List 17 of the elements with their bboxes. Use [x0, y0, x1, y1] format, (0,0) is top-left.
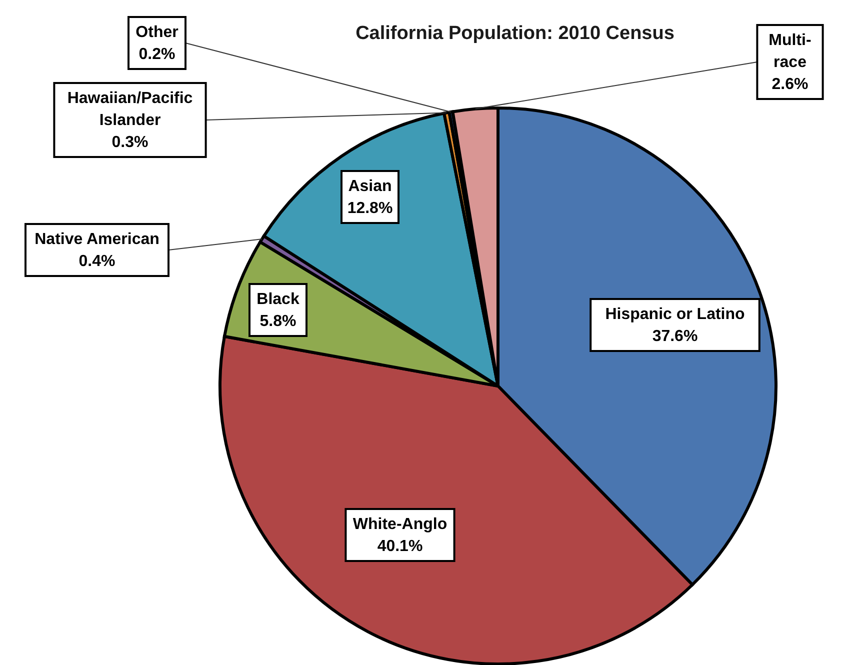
slice-label: Asian: [348, 178, 392, 195]
chart-title: California Population: 2010 Census: [356, 23, 674, 44]
slice-label: Native American: [34, 231, 160, 248]
data-label: 0.3%: [112, 134, 148, 151]
slice-label: Hispanic or Latino: [605, 306, 746, 323]
data-label: 0.4%: [78, 253, 116, 270]
slice-label: White-Anglo: [352, 516, 448, 533]
slice-label: Multi-race: [768, 32, 812, 71]
data-label: 37.6%: [652, 328, 698, 345]
slice-label: Black: [256, 291, 300, 308]
data-label: 5.8%: [260, 313, 296, 330]
slice-label: Other: [136, 24, 178, 41]
data-label: 0.2%: [138, 46, 176, 63]
data-label: 40.1%: [377, 538, 423, 555]
data-label: 2.6%: [772, 76, 808, 93]
data-label: 12.8%: [347, 200, 393, 217]
slice-label: Hawaiian/Pacific Islander: [67, 90, 193, 129]
